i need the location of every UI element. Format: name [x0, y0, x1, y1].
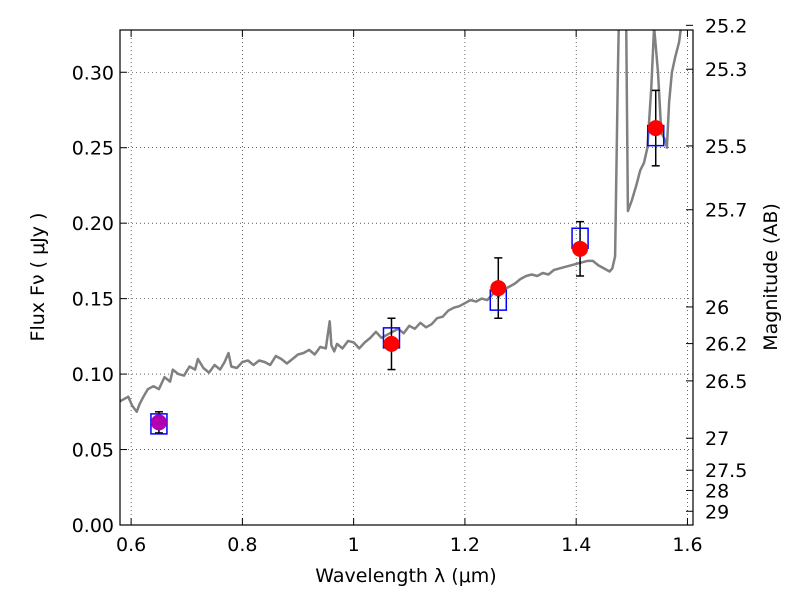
- mag-tick-label: 25.5: [705, 136, 747, 158]
- observed-point: [383, 335, 400, 352]
- y-axis-title: Flux Fν ( μJy ): [27, 213, 49, 342]
- axis-ticks: 0.6 0.8 1 1.2 1.4 1.6 0.00 0.05 0.10 0.15 0.20 0.25…: [72, 15, 748, 556]
- mag-tick-label: 27: [705, 428, 729, 450]
- plot-frame: [119, 29, 694, 526]
- x-tick-label: 0.6: [116, 534, 146, 556]
- observed-photometry: [150, 120, 664, 431]
- x-tick-label: 1.6: [672, 534, 702, 556]
- model-photometry: [150, 124, 665, 435]
- x-tick-label: 1.4: [561, 534, 591, 556]
- mag-tick-label: 28: [705, 480, 729, 502]
- spectrum-line: [120, 30, 682, 414]
- observed-point: [150, 414, 167, 431]
- observed-point: [490, 280, 507, 297]
- mag-tick-label: 26.2: [705, 334, 747, 356]
- x-tick-label: 1: [348, 534, 360, 556]
- mag-tick-label: 27.5: [705, 460, 747, 482]
- y-tick-label: 0.25: [72, 138, 114, 160]
- mag-tick-label: 26: [705, 297, 729, 319]
- y-tick-label: 0.00: [72, 515, 114, 537]
- y-axis-title-right: Magnitude (AB): [760, 203, 782, 351]
- mag-tick-label: 25.2: [705, 15, 747, 37]
- observed-point: [647, 120, 664, 137]
- grid: [120, 30, 693, 526]
- y-tick-label: 0.10: [72, 364, 114, 386]
- x-tick-label: 0.8: [227, 534, 257, 556]
- x-axis-title: Wavelength λ (μm): [315, 565, 496, 587]
- y-tick-label: 0.30: [72, 62, 114, 84]
- mag-tick-label: 29: [705, 501, 729, 523]
- x-tick-label: 1.2: [450, 534, 480, 556]
- y-tick-label: 0.05: [72, 440, 114, 462]
- mag-tick-label: 26.5: [705, 371, 747, 393]
- mag-tick-label: 25.3: [705, 59, 747, 81]
- y-tick-label: 0.15: [72, 289, 114, 311]
- model-square: [150, 413, 168, 435]
- observed-point: [572, 240, 589, 257]
- model-spectrum: [120, 30, 682, 414]
- y-tick-label: 0.20: [72, 213, 114, 235]
- mag-tick-label: 25.7: [705, 200, 747, 222]
